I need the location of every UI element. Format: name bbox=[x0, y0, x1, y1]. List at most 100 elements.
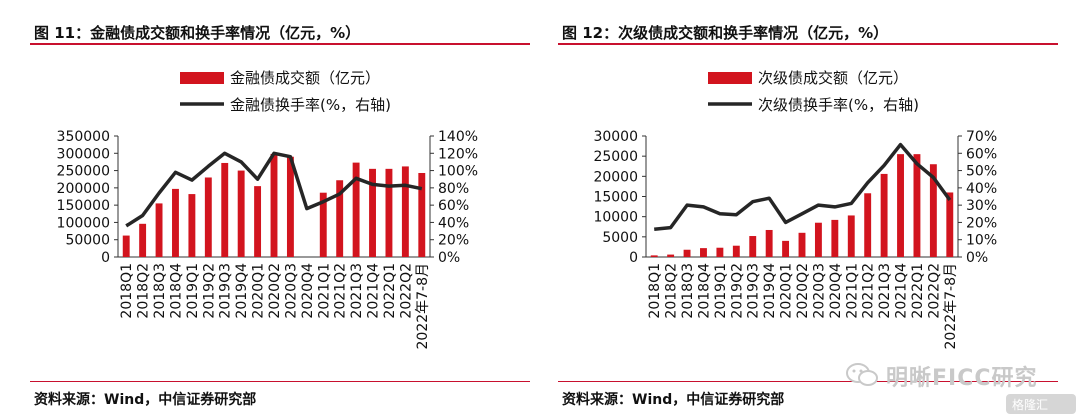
x-tick-label: 2022年7-8月 bbox=[943, 263, 959, 350]
x-tick-label: 2019Q2 bbox=[201, 263, 217, 319]
bottom-rule bbox=[30, 381, 530, 382]
x-tick-label: 2022Q2 bbox=[926, 263, 942, 319]
turnover-chart-subordinated-bonds: 次级债成交额（亿元） 次级债换手率(%，右轴) 0 5000 10000 15000 200… bbox=[593, 69, 997, 350]
bar bbox=[319, 192, 327, 257]
x-tick-label: 2020Q3 bbox=[811, 263, 827, 319]
y-tick-label-left: 300000 bbox=[57, 146, 110, 162]
y-tick-label-left: 10000 bbox=[593, 210, 638, 226]
y-tick-label-right: 40% bbox=[438, 215, 469, 231]
x-tick-label: 2020Q2 bbox=[795, 263, 811, 319]
x-tick-label: 2022Q1 bbox=[382, 263, 398, 319]
y-tick-label-right: 40% bbox=[966, 181, 997, 197]
title-rule bbox=[30, 43, 530, 45]
x-tick-label: 2018Q2 bbox=[664, 263, 680, 319]
bar bbox=[352, 162, 360, 257]
bar bbox=[401, 166, 409, 257]
y-tick-label-left: 50000 bbox=[65, 233, 110, 249]
turnover-line bbox=[654, 142, 952, 232]
x-tick-label: 2021Q3 bbox=[877, 263, 893, 319]
bar bbox=[864, 193, 872, 257]
y-tick-label-left: 250000 bbox=[57, 164, 110, 180]
bar bbox=[650, 255, 658, 257]
y-tick-label-right: 20% bbox=[966, 215, 997, 231]
y-tick-label-left: 150000 bbox=[57, 198, 110, 214]
figure-12: 图 12：次级债成交额和换手率情况（亿元，%） 次级债成交额（亿元） 次级债换手率… bbox=[558, 0, 1078, 420]
y-tick-label-left: 25000 bbox=[593, 149, 638, 165]
bar bbox=[188, 194, 196, 257]
y-tick-label-right: 20% bbox=[438, 233, 469, 249]
bar bbox=[749, 236, 757, 257]
x-tick-label: 2020Q4 bbox=[828, 263, 844, 319]
bar bbox=[897, 154, 904, 257]
x-tick-label: 2018Q3 bbox=[680, 263, 696, 319]
x-tick-label: 2018Q4 bbox=[169, 263, 185, 319]
x-tick-label: 2021Q2 bbox=[333, 263, 349, 319]
bar bbox=[221, 162, 229, 257]
x-tick-label: 2021Q4 bbox=[894, 263, 910, 319]
x-tick-label: 2021Q1 bbox=[316, 263, 332, 319]
bar bbox=[369, 168, 376, 257]
y-tick-label-right: 10% bbox=[966, 233, 997, 249]
bar bbox=[880, 173, 888, 257]
x-tick-label: 2022Q1 bbox=[910, 263, 926, 319]
x-tick-label: 2022年7-8月 bbox=[415, 263, 431, 350]
y-tick-label-right: 0% bbox=[966, 250, 988, 266]
y-tick-label-left: 15000 bbox=[593, 190, 638, 206]
bar bbox=[139, 223, 147, 257]
figure-11: 图 11：金融债成交额和换手率情况（亿元，%） 金融债成交额（亿元） 金融债换手率… bbox=[30, 0, 550, 420]
legend-label: 金融债换手率(%，右轴) bbox=[230, 96, 391, 114]
bar bbox=[831, 219, 839, 257]
bar bbox=[700, 248, 707, 257]
bar bbox=[732, 245, 740, 257]
x-tick-label: 2019Q1 bbox=[185, 263, 201, 319]
badge-text: 格隆汇 bbox=[1012, 398, 1049, 412]
bar bbox=[385, 168, 393, 257]
bar bbox=[913, 154, 921, 257]
x-tick-label: 2019Q4 bbox=[234, 263, 250, 319]
bottom-rule bbox=[558, 381, 1058, 382]
x-tick-label: 2020Q1 bbox=[251, 263, 267, 319]
legend-bar-swatch bbox=[708, 72, 752, 84]
y-tick-label-left: 350000 bbox=[57, 129, 110, 145]
y-tick-label-left: 0 bbox=[101, 250, 110, 266]
bar bbox=[418, 172, 426, 257]
bar bbox=[814, 222, 822, 257]
x-tick-label: 2018Q1 bbox=[119, 263, 135, 319]
y-tick-label-right: 0% bbox=[438, 250, 460, 266]
wechat-logo-icon bbox=[846, 363, 878, 386]
x-tick-label: 2021Q2 bbox=[861, 263, 877, 319]
y-tick-label-right: 120% bbox=[438, 146, 478, 162]
legend-label: 次级债换手率(%，右轴) bbox=[758, 96, 919, 114]
x-tick-label: 2020Q3 bbox=[283, 263, 299, 319]
x-tick-label: 2022Q2 bbox=[398, 263, 414, 319]
bar bbox=[765, 229, 773, 257]
figure-title: 图 12：次级债成交额和换手率情况（亿元，%） bbox=[562, 24, 889, 42]
watermark: 明晰FICC研究 bbox=[846, 360, 1076, 391]
title-rule bbox=[558, 43, 1058, 45]
bar bbox=[782, 240, 790, 257]
y-tick-label-right: 30% bbox=[966, 198, 997, 214]
bar bbox=[122, 235, 130, 257]
x-tick-label: 2019Q2 bbox=[729, 263, 745, 319]
x-tick-label: 2020Q2 bbox=[267, 263, 283, 319]
x-tick-label: 2018Q2 bbox=[136, 263, 152, 319]
x-tick-label: 2019Q1 bbox=[713, 263, 729, 319]
bar bbox=[172, 188, 179, 257]
x-tick-label: 2018Q4 bbox=[697, 263, 713, 319]
bar bbox=[254, 186, 262, 257]
x-tick-label: 2018Q3 bbox=[152, 263, 168, 319]
y-tick-label-right: 140% bbox=[438, 129, 478, 145]
bar bbox=[336, 180, 344, 257]
x-tick-label: 2020Q1 bbox=[779, 263, 795, 319]
source-note: 资料来源：Wind，中信证券研究部 bbox=[34, 392, 257, 408]
x-tick-label: 2018Q1 bbox=[647, 263, 663, 319]
bar bbox=[155, 203, 163, 257]
x-tick-label: 2019Q4 bbox=[762, 263, 778, 319]
source-badge: 格隆汇 bbox=[1006, 394, 1076, 414]
y-tick-label-left: 200000 bbox=[57, 181, 110, 197]
x-tick-label: 2021Q3 bbox=[349, 263, 365, 319]
figure-title: 图 11：金融债成交额和换手率情况（亿元，%） bbox=[34, 24, 361, 42]
bar bbox=[847, 215, 855, 257]
y-tick-label-left: 0 bbox=[629, 250, 638, 266]
